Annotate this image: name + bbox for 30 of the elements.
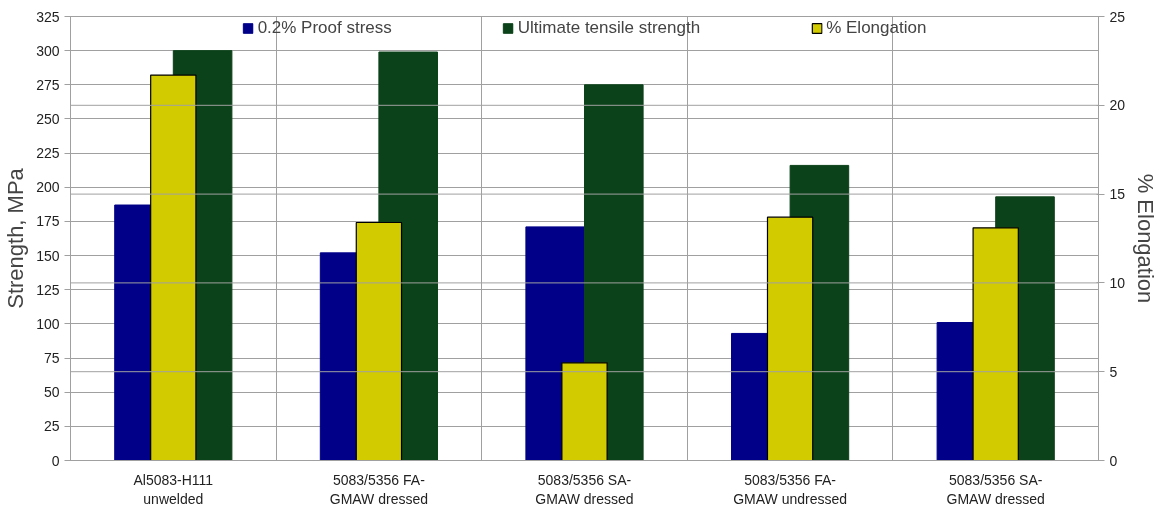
y-tick-label: 300 — [36, 42, 60, 59]
y2-tick-label: 20 — [1109, 97, 1126, 114]
y-tick-label: 125 — [36, 281, 60, 298]
x-tick-label: Al5083-H111 unwelded — [133, 471, 214, 507]
y2-tick-label: 25 — [1109, 8, 1126, 25]
x-tick-label: 5083/5356 SA- GMAW dressed — [946, 471, 1045, 507]
y-tick-label: 200 — [36, 179, 60, 196]
y-tick-label: 150 — [36, 247, 60, 264]
y-tick-label: 175 — [36, 213, 60, 230]
y2-tick-label: 10 — [1109, 274, 1126, 291]
y-tick-label: 25 — [43, 418, 60, 435]
y2-tick-label: 0 — [1109, 452, 1118, 469]
y-tick-label: 75 — [43, 350, 60, 367]
x-tick-label: 5083/5356 FA- GMAW undressed — [733, 471, 848, 507]
y2-axis-title: % Elongation — [1133, 173, 1159, 304]
y-axis-title: Strength, MPa — [3, 167, 29, 309]
y2-tick-label: 5 — [1109, 363, 1118, 380]
y2-tick-label: 15 — [1109, 186, 1126, 203]
y-tick-label: 50 — [43, 384, 60, 401]
legend-label: 0.2% Proof stress — [257, 18, 392, 38]
y-tick-label: 250 — [36, 110, 60, 127]
x-tick-label: 5083/5356 SA- GMAW dressed — [535, 471, 634, 507]
y-tick-label: 100 — [36, 315, 60, 332]
x-tick-label: 5083/5356 FA- GMAW dressed — [329, 471, 429, 507]
legend-label: % Elongation — [826, 18, 927, 38]
y-tick-label: 325 — [36, 8, 60, 25]
y-tick-label: 225 — [36, 145, 60, 162]
legend-label: Ultimate tensile strength — [517, 18, 701, 38]
y-tick-label: 0 — [51, 452, 60, 469]
y-tick-label: 275 — [36, 76, 60, 93]
